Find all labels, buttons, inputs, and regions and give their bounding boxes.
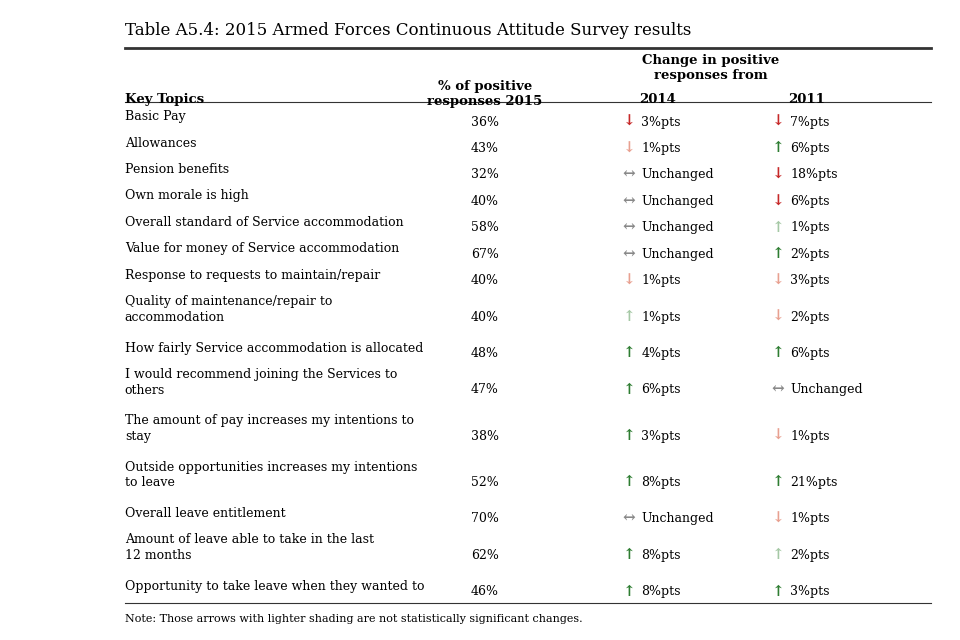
Text: Response to requests to maintain/repair: Response to requests to maintain/repair (125, 269, 380, 282)
Text: I would recommend joining the Services to
others: I would recommend joining the Services t… (125, 368, 397, 397)
Text: Unchanged: Unchanged (641, 195, 714, 208)
Text: 2%pts: 2%pts (790, 310, 829, 324)
Text: 6%pts: 6%pts (641, 383, 681, 396)
Text: 46%: 46% (470, 585, 499, 598)
Text: 8%pts: 8%pts (641, 585, 681, 598)
Text: Quality of maintenance/repair to
accommodation: Quality of maintenance/repair to accommo… (125, 295, 332, 324)
Text: ↑: ↑ (771, 141, 784, 156)
Text: 1%pts: 1%pts (790, 429, 829, 443)
Text: 1%pts: 1%pts (790, 513, 829, 525)
Text: 2%pts: 2%pts (790, 548, 829, 562)
Text: Opportunity to take leave when they wanted to: Opportunity to take leave when they want… (125, 580, 424, 593)
Text: ↑: ↑ (771, 476, 784, 490)
Text: ↓: ↓ (622, 141, 636, 156)
Text: 40%: 40% (470, 195, 499, 208)
Text: ↑: ↑ (622, 548, 636, 562)
Text: 2%pts: 2%pts (790, 248, 829, 260)
Text: 1%pts: 1%pts (790, 221, 829, 234)
Text: ↔: ↔ (622, 221, 636, 235)
Text: 8%pts: 8%pts (641, 476, 681, 489)
Text: 1%pts: 1%pts (641, 142, 681, 155)
Text: ↑: ↑ (622, 429, 636, 443)
Text: Own morale is high: Own morale is high (125, 189, 249, 202)
Text: ↓: ↓ (771, 168, 784, 182)
Text: Note: Those arrows with lighter shading are not statistically significant change: Note: Those arrows with lighter shading … (125, 614, 583, 625)
Text: Overall standard of Service accommodation: Overall standard of Service accommodatio… (125, 216, 403, 229)
Text: 48%: 48% (470, 347, 499, 360)
Text: Table A5.4: 2015 Armed Forces Continuous Attitude Survey results: Table A5.4: 2015 Armed Forces Continuous… (125, 22, 691, 40)
Text: Pension benefits: Pension benefits (125, 163, 228, 176)
Text: 4%pts: 4%pts (641, 347, 681, 360)
Text: Change in positive
responses from: Change in positive responses from (642, 54, 779, 83)
Text: 40%: 40% (470, 310, 499, 324)
Text: ↓: ↓ (622, 274, 636, 288)
Text: ↑: ↑ (622, 476, 636, 490)
Text: 21%pts: 21%pts (790, 476, 837, 489)
Text: ↑: ↑ (622, 346, 636, 360)
Text: Amount of leave able to take in the last
12 months: Amount of leave able to take in the last… (125, 533, 373, 562)
Text: 1%pts: 1%pts (641, 310, 681, 324)
Text: 18%pts: 18%pts (790, 168, 837, 181)
Text: Value for money of Service accommodation: Value for money of Service accommodation (125, 243, 399, 255)
Text: Unchanged: Unchanged (641, 248, 714, 260)
Text: ↑: ↑ (771, 346, 784, 360)
Text: 6%pts: 6%pts (790, 347, 829, 360)
Text: ↑: ↑ (771, 584, 784, 598)
Text: Key Topics: Key Topics (125, 93, 204, 106)
Text: ↑: ↑ (622, 584, 636, 598)
Text: Unchanged: Unchanged (641, 221, 714, 234)
Text: 47%: 47% (470, 383, 499, 396)
Text: 32%: 32% (470, 168, 499, 181)
Text: 58%: 58% (470, 221, 499, 234)
Text: ↓: ↓ (771, 195, 784, 209)
Text: 7%pts: 7%pts (790, 116, 829, 129)
Text: 2014: 2014 (639, 93, 676, 106)
Text: 36%: 36% (470, 116, 499, 129)
Text: 2011: 2011 (788, 93, 825, 106)
Text: Unchanged: Unchanged (790, 383, 863, 396)
Text: ↓: ↓ (622, 115, 636, 129)
Text: ↔: ↔ (771, 383, 784, 397)
Text: Basic Pay: Basic Pay (125, 110, 185, 123)
Text: 6%pts: 6%pts (790, 195, 829, 208)
Text: Overall leave entitlement: Overall leave entitlement (125, 507, 285, 520)
Text: ↔: ↔ (622, 247, 636, 261)
Text: 8%pts: 8%pts (641, 548, 681, 562)
Text: 62%: 62% (470, 548, 499, 562)
Text: 40%: 40% (470, 275, 499, 287)
Text: Unchanged: Unchanged (641, 513, 714, 525)
Text: 43%: 43% (470, 142, 499, 155)
Text: ↑: ↑ (771, 221, 784, 235)
Text: ↔: ↔ (622, 195, 636, 209)
Text: 6%pts: 6%pts (790, 142, 829, 155)
Text: Unchanged: Unchanged (641, 168, 714, 181)
Text: 38%: 38% (470, 429, 499, 443)
Text: ↑: ↑ (771, 247, 784, 261)
Text: 67%: 67% (470, 248, 499, 260)
Text: 70%: 70% (470, 513, 499, 525)
Text: ↔: ↔ (622, 512, 636, 526)
Text: 3%pts: 3%pts (790, 275, 829, 287)
Text: 1%pts: 1%pts (641, 275, 681, 287)
Text: ↓: ↓ (771, 310, 784, 324)
Text: The amount of pay increases my intentions to
stay: The amount of pay increases my intention… (125, 414, 414, 443)
Text: How fairly Service accommodation is allocated: How fairly Service accommodation is allo… (125, 342, 423, 355)
Text: ↓: ↓ (771, 115, 784, 129)
Text: ↔: ↔ (622, 168, 636, 182)
Text: ↓: ↓ (771, 274, 784, 288)
Text: ↓: ↓ (771, 512, 784, 526)
Text: ↓: ↓ (771, 429, 784, 443)
Text: Allowances: Allowances (125, 136, 196, 150)
Text: 3%pts: 3%pts (641, 116, 681, 129)
Text: 52%: 52% (471, 476, 498, 489)
Text: 3%pts: 3%pts (790, 585, 829, 598)
Text: 3%pts: 3%pts (641, 429, 681, 443)
Text: ↑: ↑ (771, 548, 784, 562)
Text: Outside opportunities increases my intentions
to leave: Outside opportunities increases my inten… (125, 461, 418, 489)
Text: ↑: ↑ (622, 383, 636, 397)
Text: % of positive
responses 2015: % of positive responses 2015 (427, 80, 542, 108)
Text: ↑: ↑ (622, 310, 636, 324)
